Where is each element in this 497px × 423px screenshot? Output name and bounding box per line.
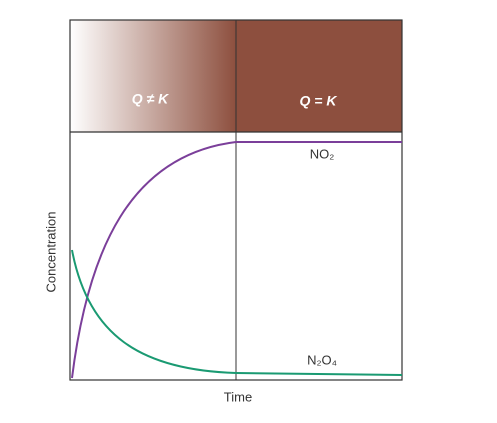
x-axis-label: Time <box>224 389 252 404</box>
header-left-band <box>70 20 236 132</box>
header-left-label: Q ≠ K <box>132 91 169 107</box>
header-right-label: Q = K <box>300 93 338 109</box>
n2o4-label: N₂O₄ <box>307 352 337 367</box>
y-axis-label: Concentration <box>43 212 58 293</box>
header-right-band <box>236 20 402 132</box>
n2o4-curve <box>71 249 403 376</box>
no2-curve <box>71 141 402 379</box>
no2-label: NO₂ <box>310 146 335 161</box>
